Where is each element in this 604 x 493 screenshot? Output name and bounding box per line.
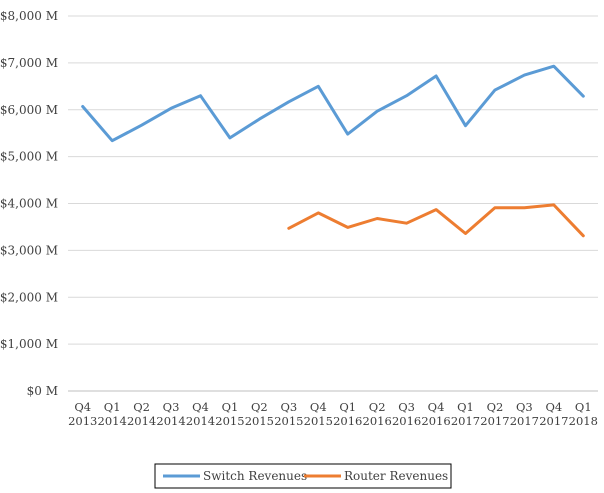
x-tick-label: Q3 <box>163 400 180 414</box>
series-line-router-revenues <box>287 203 585 238</box>
x-tick-label: Q2 <box>369 400 386 414</box>
x-tick-label: 2017 <box>480 414 509 428</box>
x-tick-label: Q3 <box>516 400 533 414</box>
x-tick-label: 2015 <box>304 414 333 428</box>
x-tick-label: 2017 <box>539 414 568 428</box>
x-tick-label: 2017 <box>451 414 480 428</box>
x-tick-label: 2016 <box>333 414 362 428</box>
x-tick-label: 2017 <box>510 414 539 428</box>
x-tick-label: Q1 <box>339 400 356 414</box>
x-tick-label: Q2 <box>251 400 268 414</box>
legend-label-switch-revenues: Switch Revenues <box>203 469 307 483</box>
y-tick-label: $6,000 M <box>0 103 58 117</box>
x-axis-tick-labels: Q42013Q12014Q22014Q32014Q42014Q12015Q220… <box>68 400 598 428</box>
x-tick-label: Q1 <box>104 400 121 414</box>
x-tick-label: Q4 <box>428 400 445 414</box>
x-tick-label: 2014 <box>186 414 215 428</box>
y-tick-label: $3,000 M <box>0 243 58 257</box>
x-tick-label: Q3 <box>280 400 297 414</box>
y-tick-label: $4,000 M <box>0 197 58 211</box>
x-tick-label: Q2 <box>133 400 150 414</box>
x-tick-label: Q4 <box>192 400 209 414</box>
x-tick-label: 2015 <box>245 414 274 428</box>
y-tick-label: $2,000 M <box>0 290 58 304</box>
y-axis-tick-labels: $0 M $1,000 M $2,000 M $3,000 M $4,000 M $5,0… <box>0 9 58 398</box>
x-tick-label: 2016 <box>421 414 450 428</box>
series-line-switch-revenues <box>81 64 585 143</box>
y-tick-label: $8,000 M <box>0 9 58 23</box>
x-tick-label: 2015 <box>215 414 244 428</box>
x-tick-label: 2013 <box>68 414 97 428</box>
x-tick-label: Q1 <box>222 400 239 414</box>
y-tick-label: $0 M <box>27 384 58 398</box>
x-tick-label: Q4 <box>74 400 91 414</box>
y-tick-label: $1,000 M <box>0 337 58 351</box>
x-tick-label: Q3 <box>398 400 415 414</box>
x-tick-label: Q1 <box>575 400 592 414</box>
x-tick-label: 2018 <box>569 414 598 428</box>
x-tick-label: Q4 <box>545 400 562 414</box>
x-tick-label: Q2 <box>487 400 504 414</box>
legend-label-router-revenues: Router Revenues <box>344 469 448 483</box>
x-tick-label: 2016 <box>363 414 392 428</box>
x-tick-label: 2014 <box>127 414 156 428</box>
series-lines <box>81 64 585 238</box>
y-tick-label: $5,000 M <box>0 150 58 164</box>
x-tick-label: 2014 <box>98 414 127 428</box>
gridlines <box>68 15 598 345</box>
y-tick-label: $7,000 M <box>0 56 58 70</box>
x-tick-label: Q4 <box>310 400 327 414</box>
legend-box <box>154 463 452 489</box>
x-tick-label: Q1 <box>457 400 474 414</box>
x-tick-label: 2016 <box>392 414 421 428</box>
legend: Switch Revenues Router Revenues <box>154 463 452 489</box>
x-tick-label: 2015 <box>274 414 303 428</box>
x-tick-label: 2014 <box>156 414 185 428</box>
